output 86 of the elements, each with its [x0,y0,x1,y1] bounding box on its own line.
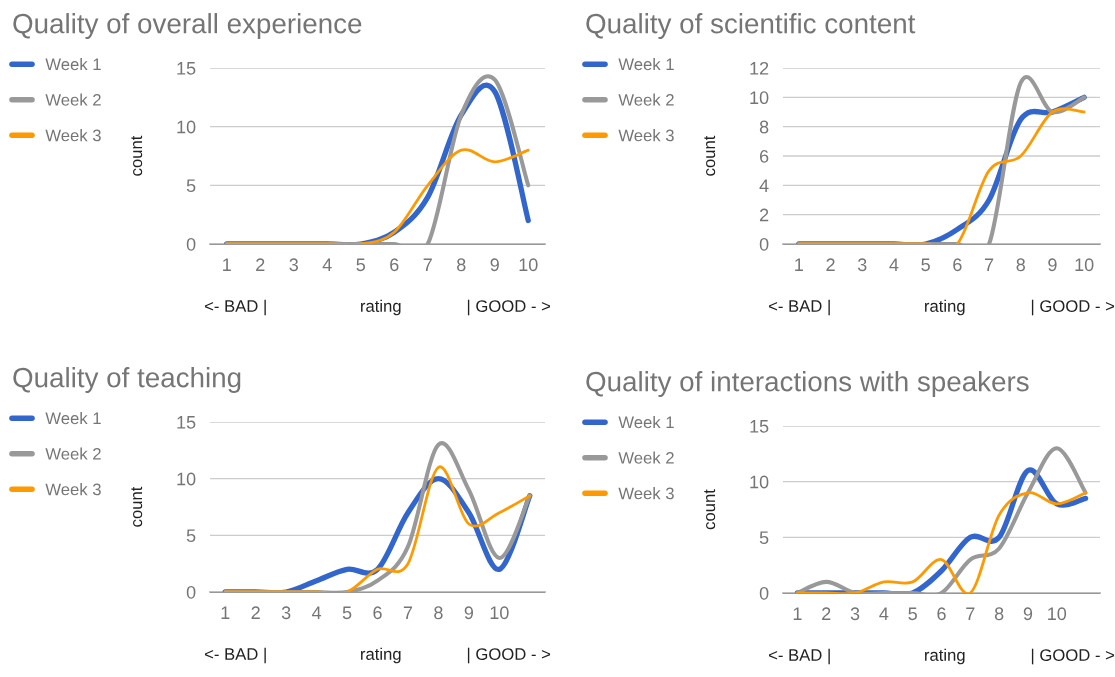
x-tick-label: 1 [795,258,803,271]
x-tick-label: 4 [879,607,889,620]
y-tick-label: 5 [186,179,196,193]
x-tick-label: 10 [519,258,538,272]
chart-title: Quality of overall experience [13,13,362,39]
legend-label: Week 3 [618,129,674,142]
x-tick-label: 7 [984,258,994,271]
x-tick-label: 8 [994,607,1004,621]
x-tick-label: 3 [281,606,291,620]
y-tick-label: 0 [759,237,769,251]
y-tick-label: 8 [759,120,769,134]
x-tick-label: 10 [1075,258,1094,272]
x-tick-label: 3 [857,258,867,272]
x-tick-label: 1 [221,606,230,619]
x-tick-label: 9 [464,606,474,620]
y-tick-label: 5 [186,529,196,543]
x-tick-label: 4 [311,606,322,619]
x-axis-title: <- BAD | rating | GOOD - > [204,647,551,664]
x-tick-label: 2 [251,606,260,619]
y-axis-title: count [131,486,143,527]
y-tick-label: 4 [759,179,769,192]
x-tick-label: 2 [256,258,265,271]
x-tick-label: 4 [889,258,899,271]
x-tick-label: 9 [1048,258,1057,272]
x-axis-title: <- BAD | rating | GOOD - > [204,299,551,316]
x-tick-label: 6 [373,606,382,620]
chart-title: Quality of teaching [13,367,241,393]
legend-label: Week 1 [618,58,674,71]
x-tick-label: 8 [434,606,443,620]
x-tick-label: 8 [1016,258,1025,272]
y-tick-label: 0 [186,237,196,251]
legend-label: Week 3 [45,483,101,496]
y-tick-label: 6 [759,149,769,163]
x-tick-label: 7 [966,607,975,620]
y-tick-label: 12 [750,61,769,75]
x-tick-label: 5 [908,607,917,621]
x-tick-label: 8 [457,258,466,272]
y-tick-label: 10 [177,120,196,134]
x-tick-label: 3 [850,607,860,621]
x-tick-label: 7 [403,606,413,619]
y-tick-label: 10 [750,91,769,105]
line-series [223,441,532,592]
x-tick-label: 6 [937,607,946,621]
line-series [225,148,530,244]
x-tick-label: 2 [826,258,835,271]
line-series [796,491,1087,593]
x-tick-label: 9 [490,258,499,272]
x-tick-label: 5 [921,258,930,272]
y-tick-label: 10 [177,472,196,486]
x-tick-label: 7 [423,258,432,271]
x-tick-label: 10 [490,606,509,620]
y-tick-label: 10 [750,475,769,489]
legend-label: Week 3 [618,487,674,500]
legend-label: Week 1 [45,412,101,425]
x-tick-label: 5 [356,258,366,272]
y-axis-title: count [704,135,716,176]
x-tick-label: 9 [1023,607,1033,621]
y-tick-label: 15 [177,416,196,429]
x-tick-label: 6 [953,258,962,272]
x-tick-label: 1 [793,607,802,620]
x-axis-title: <- BAD | rating | GOOD - > [768,299,1115,316]
chart-title: Quality of interactions with speakers [586,371,1029,397]
legend-label: Week 2 [618,451,674,464]
legend-label: Week 1 [618,416,674,429]
y-tick-label: 0 [186,585,196,599]
y-tick-label: 5 [759,531,769,545]
y-tick-label: 15 [177,62,196,75]
x-tick-label: 6 [390,258,399,272]
legend-label: Week 2 [618,93,674,106]
x-tick-label: 2 [822,607,831,620]
y-tick-label: 0 [759,586,769,600]
y-axis-title: count [131,135,143,176]
legend-label: Week 3 [45,129,101,142]
y-tick-label: 2 [759,208,769,222]
x-axis-title: <- BAD | rating | GOOD - > [768,648,1115,665]
x-tick-label: 4 [322,258,332,271]
x-tick-label: 10 [1048,607,1067,621]
chart-title: Quality of scientific content [586,13,916,39]
legend-label: Week 2 [45,93,101,106]
y-tick-label: 15 [750,420,769,433]
legend-label: Week 2 [45,447,101,460]
y-axis-title: count [704,489,716,530]
legend-label: Week 1 [45,58,101,71]
x-tick-label: 5 [342,606,352,620]
x-tick-label: 1 [223,258,231,271]
x-tick-label: 3 [289,258,298,272]
